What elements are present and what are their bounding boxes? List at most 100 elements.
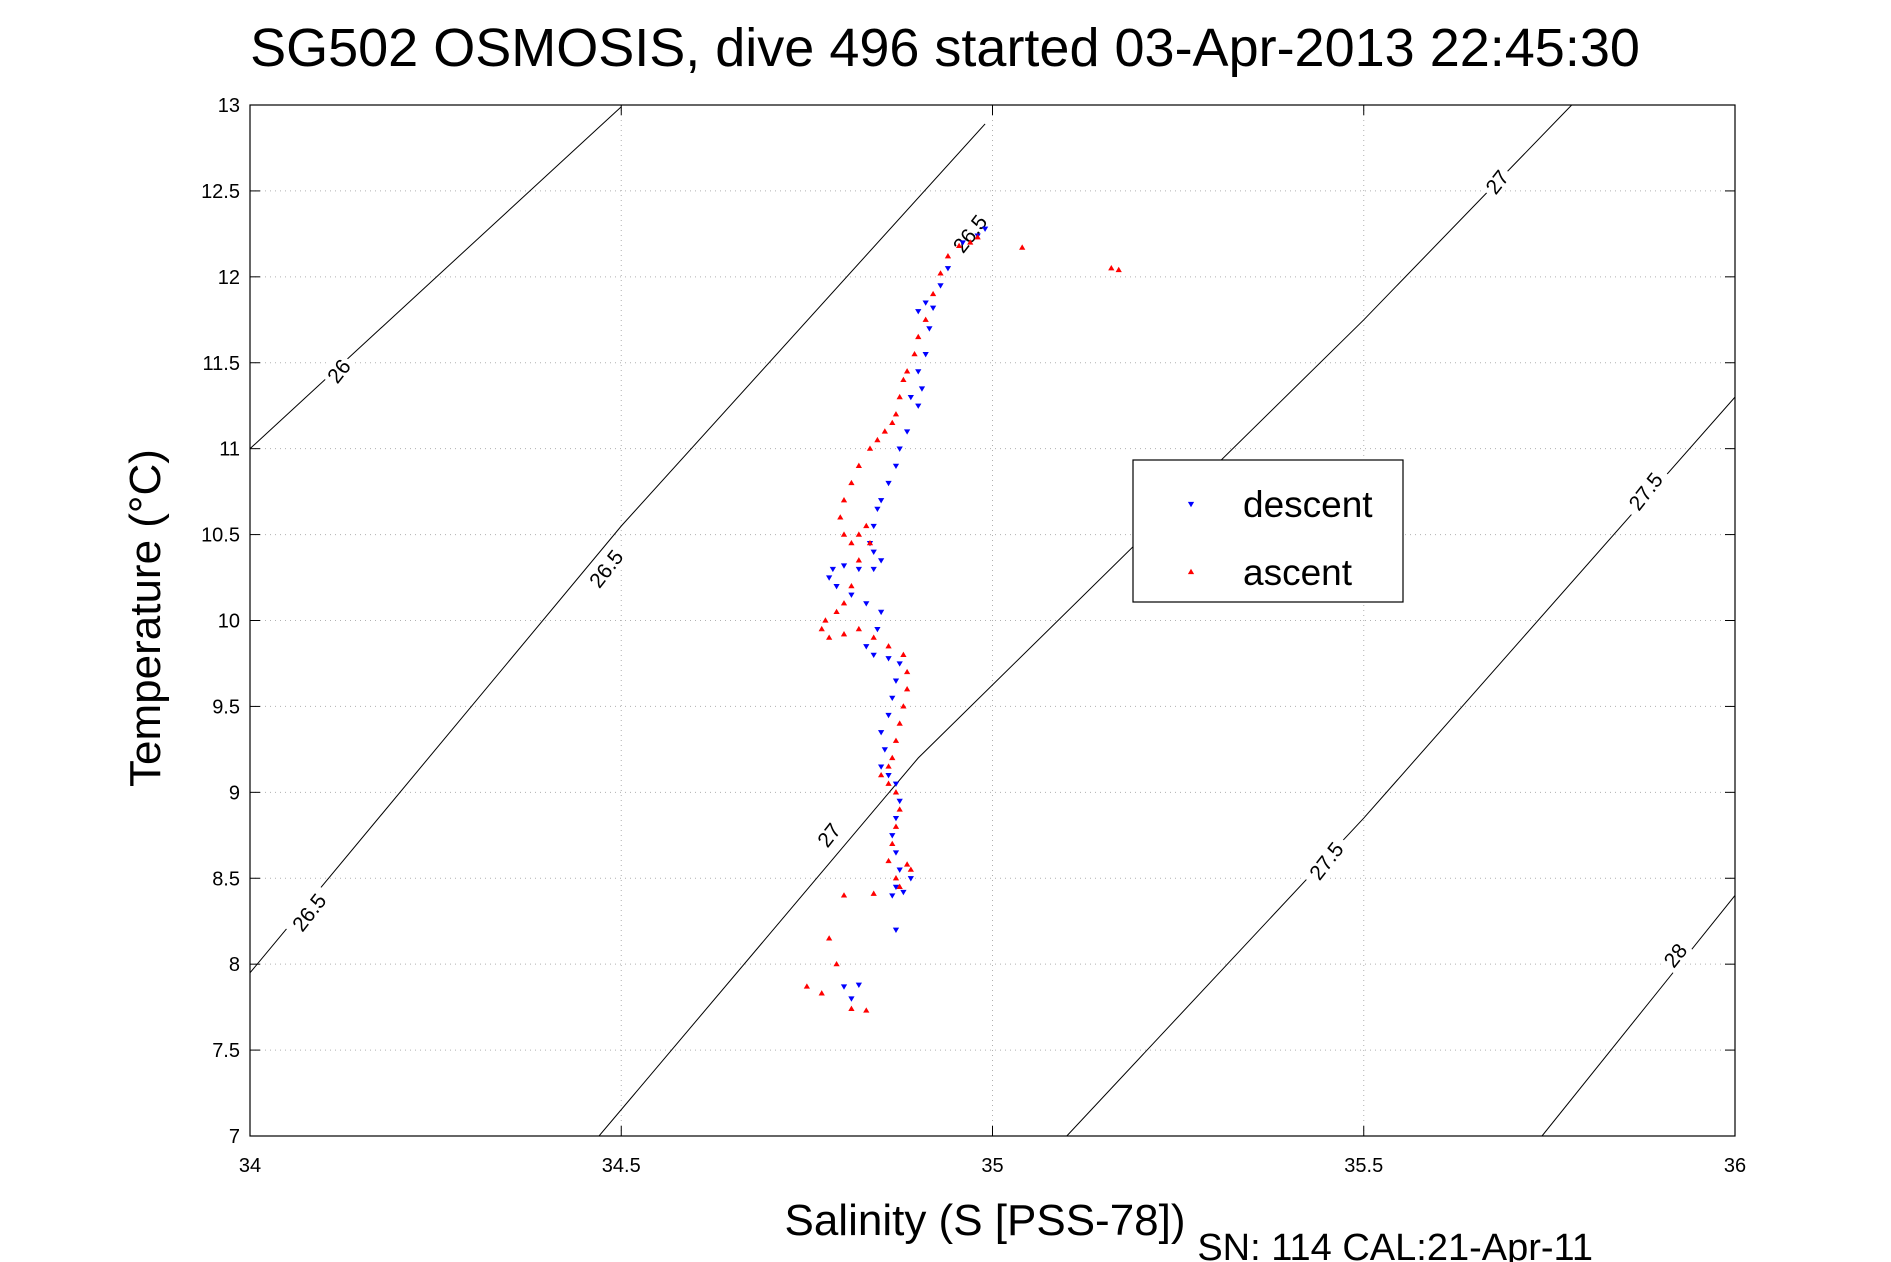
ascent-point	[848, 479, 855, 486]
ascent-point	[900, 651, 907, 657]
ascent-point	[870, 634, 877, 640]
descent-point	[878, 498, 885, 504]
grid-lines	[250, 105, 1735, 1136]
descent-point	[981, 226, 989, 232]
y-tick-label: 8.5	[212, 868, 240, 890]
descent-point	[896, 661, 903, 667]
descent-point	[878, 764, 885, 770]
density-contour-28	[1541, 895, 1735, 1136]
y-tick-label: 13	[218, 95, 240, 117]
ascent-point	[922, 316, 929, 322]
ascent-point	[878, 771, 885, 778]
ascent-point	[911, 350, 918, 357]
ascent-point	[885, 763, 892, 769]
descent-point	[892, 463, 900, 470]
ascent-point	[892, 737, 900, 743]
descent-point	[863, 601, 870, 607]
ascent-point	[874, 436, 881, 443]
descent-point	[848, 996, 855, 1002]
y-tick-label: 7.5	[212, 1040, 240, 1062]
contour-label: 27	[1482, 166, 1515, 199]
ascent-point	[826, 935, 833, 941]
descent-point	[889, 695, 896, 702]
contour-label-group: 26.5	[282, 883, 335, 941]
descent-point	[929, 305, 937, 311]
ascent-point	[885, 643, 892, 649]
ascent-point	[896, 806, 903, 812]
y-tick-label: 11	[219, 439, 240, 461]
descent-point	[944, 266, 952, 272]
y-axis-label: Temperature (°C)	[121, 449, 170, 787]
descent-point	[907, 394, 914, 401]
ascent-point	[840, 892, 848, 898]
ascent-point	[892, 823, 900, 829]
descent-point	[878, 609, 885, 616]
ascent-point	[818, 625, 825, 632]
descent-point	[892, 850, 900, 856]
ascent-point	[885, 857, 892, 864]
ascent-point	[889, 840, 896, 847]
ascent-point	[889, 754, 896, 761]
ascent-point	[1108, 265, 1115, 271]
ascent-point	[837, 514, 844, 520]
ascent-point	[840, 600, 848, 606]
ascent-point	[866, 539, 874, 546]
x-tick-label: 35.5	[1344, 1155, 1383, 1177]
ascent-point	[826, 634, 833, 640]
ascent-point	[903, 686, 911, 692]
contour-label-backing	[1619, 462, 1672, 520]
data-points	[803, 226, 1122, 1013]
descent-point	[892, 781, 900, 787]
ascent-point	[900, 703, 907, 709]
density-contour-27-5	[1066, 396, 1735, 1136]
y-tick-label: 12	[218, 267, 240, 289]
ascent-point	[1019, 244, 1026, 250]
ascent-point	[903, 861, 911, 867]
x-tick-label: 36	[1724, 1155, 1746, 1177]
ascent-point	[929, 290, 937, 297]
axes: 34 34.5 35 35.5 36 7 7.5 8 8.5 9 9.5 10 10.5 11 11.5 12…	[201, 95, 1746, 1177]
contour-label-backing	[319, 351, 358, 390]
legend-box	[1132, 459, 1404, 603]
descent-point	[915, 403, 922, 409]
descent-point	[840, 984, 848, 990]
descent-point	[855, 566, 862, 573]
ascent-point	[863, 522, 870, 529]
ascent-point	[881, 428, 888, 434]
legend-label-ascent: ascent	[1243, 552, 1353, 593]
ascent-point	[840, 497, 848, 503]
descent-point	[878, 730, 885, 736]
contour-label-backing	[809, 815, 848, 854]
ascent-point	[1115, 266, 1122, 273]
y-tick-label: 11.5	[203, 353, 240, 375]
ascent-point	[855, 625, 862, 632]
descent-point	[885, 773, 892, 779]
descent-point	[885, 712, 892, 719]
ascent-point	[848, 1005, 855, 1011]
descent-point	[915, 369, 922, 375]
ascent-point	[889, 419, 896, 426]
contour-label: 28	[1660, 940, 1693, 973]
y-tick-label: 9.5	[212, 696, 240, 718]
y-tick-label: 8	[229, 954, 240, 976]
ascent-point	[892, 411, 900, 417]
ascent-point	[885, 780, 892, 786]
contour-label-group: 27.5	[1619, 462, 1672, 520]
descent-point	[903, 429, 911, 435]
ascent-point	[937, 270, 944, 276]
y-tick-label: 7	[229, 1126, 240, 1148]
descent-point	[892, 678, 900, 684]
descent-point	[840, 563, 848, 569]
ascent-point	[840, 531, 848, 537]
descent-point	[900, 889, 907, 896]
legend: descent ascent	[1132, 459, 1404, 603]
legend-label-descent: descent	[1243, 484, 1373, 525]
ascent-point	[818, 990, 825, 996]
descent-point	[855, 982, 862, 988]
contour-label-backing	[579, 539, 632, 597]
descent-point	[881, 747, 888, 753]
contour-label-backing	[1656, 935, 1694, 975]
ascent-point	[892, 789, 900, 795]
contour-label-group: 26.5	[943, 204, 996, 262]
